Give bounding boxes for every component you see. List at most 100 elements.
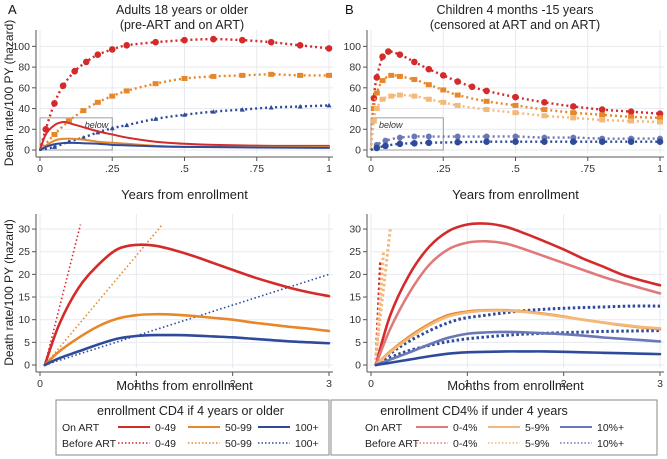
data-marker — [411, 58, 418, 66]
series-line — [39, 120, 330, 151]
data-marker — [268, 71, 275, 77]
series-line — [374, 251, 386, 366]
data-marker — [411, 139, 418, 147]
y-tick-label: 20 — [18, 269, 30, 281]
series-line — [374, 350, 662, 367]
x-axis-label: Months from enrollment — [447, 378, 584, 393]
chart-B-top: 0 20 40 60 80 100 0 .25 .5 .75 1 Years from enrollm… — [343, 30, 664, 202]
data-marker — [373, 90, 380, 96]
y-tick-label: 20 — [18, 124, 30, 136]
series-line — [38, 37, 330, 151]
y-tick-label: 30 — [349, 224, 361, 236]
y-tick-label: 40 — [349, 103, 361, 115]
data-marker — [628, 114, 635, 120]
data-marker — [570, 110, 577, 116]
y-tick-label: 10 — [349, 314, 361, 326]
data-marker — [541, 107, 548, 113]
data-marker — [570, 138, 577, 146]
data-marker — [382, 142, 389, 150]
y-tick-label: 0 — [355, 145, 361, 157]
data-marker — [440, 87, 447, 93]
data-marker — [440, 99, 447, 105]
x-tick-label: .25 — [105, 163, 120, 175]
y-tick-label: 60 — [349, 82, 361, 94]
data-marker — [396, 73, 403, 79]
legend-item-label: 0-4% — [453, 422, 478, 434]
y-tick-label: 5 — [24, 337, 30, 349]
x-tick-label: .25 — [436, 163, 451, 175]
data-marker — [80, 108, 87, 114]
data-marker — [181, 36, 188, 44]
x-axis-label: Months from enrollment — [116, 378, 253, 393]
data-marker — [297, 72, 304, 78]
data-marker — [483, 133, 490, 140]
x-tick-label: .75 — [249, 163, 264, 175]
legend-item-label: 10%+ — [597, 422, 624, 434]
data-marker — [94, 99, 101, 105]
legend-item-label: 0-49 — [155, 438, 176, 450]
data-marker — [541, 138, 548, 146]
data-marker — [483, 98, 490, 104]
legend-1: enrollment CD4 if 4 years or older On ART… — [55, 399, 330, 456]
data-marker — [108, 46, 116, 53]
data-marker — [82, 58, 90, 66]
data-marker — [425, 82, 432, 88]
y-tick-label: 40 — [18, 103, 30, 115]
data-marker — [152, 38, 159, 46]
series-line — [374, 222, 662, 367]
y-tick-label: 25 — [18, 246, 30, 258]
data-marker — [411, 93, 418, 99]
x-tick-label: 3 — [657, 378, 663, 390]
data-marker — [454, 92, 461, 98]
y-tick-label: 60 — [18, 82, 30, 94]
data-marker — [373, 74, 381, 81]
y-tick-label: 15 — [18, 292, 30, 304]
x-tick-label: .5 — [180, 163, 189, 175]
panel-b-title-line2: (censored at ART and on ART) — [430, 18, 600, 32]
data-marker — [541, 113, 548, 119]
data-marker — [182, 112, 187, 117]
legend-row-label: On ART — [365, 422, 403, 434]
legend-row-label: Before ART — [365, 438, 420, 450]
panel-a-title-line1: Adults 18 years or older — [116, 3, 248, 17]
y-tick-label: 0 — [24, 145, 30, 157]
data-marker — [512, 93, 519, 101]
data-marker — [326, 102, 332, 108]
data-marker — [326, 72, 332, 78]
legend-title: enrollment CD4% if under 4 years — [380, 404, 568, 418]
data-marker — [123, 88, 130, 94]
legend-item-label: 100+ — [295, 422, 319, 434]
data-marker — [267, 38, 275, 46]
panel-letter-b: B — [345, 2, 354, 17]
data-marker — [388, 93, 395, 99]
data-marker — [370, 94, 378, 102]
data-marker — [512, 102, 519, 108]
data-marker — [396, 51, 404, 58]
data-marker — [483, 87, 490, 95]
series-line — [43, 312, 331, 367]
series-line — [44, 224, 163, 366]
y-tick-label: 15 — [349, 292, 361, 304]
data-marker — [454, 138, 462, 146]
data-marker — [454, 133, 461, 140]
data-marker — [411, 77, 418, 83]
data-marker — [512, 133, 519, 140]
series-line — [44, 224, 82, 366]
chart-A-top: 0 20 40 60 80 100 0 .25 .5 .75 1 Years from enrollm… — [2, 20, 333, 202]
y-tick-label: 20 — [349, 124, 361, 136]
data-marker — [657, 115, 663, 121]
data-marker — [425, 65, 433, 73]
legend-row-label: On ART — [62, 422, 100, 434]
x-tick-label: 0 — [37, 163, 43, 175]
legend-item-label: 0-49 — [155, 422, 176, 434]
data-marker — [512, 110, 519, 116]
y-tick-label: 20 — [349, 269, 361, 281]
data-marker — [599, 117, 606, 123]
legend-item-label: 0-4% — [453, 438, 478, 450]
data-marker — [379, 78, 386, 84]
data-marker — [80, 135, 86, 140]
data-marker — [239, 107, 245, 112]
y-tick-label: 80 — [18, 62, 30, 74]
data-marker — [109, 93, 116, 99]
